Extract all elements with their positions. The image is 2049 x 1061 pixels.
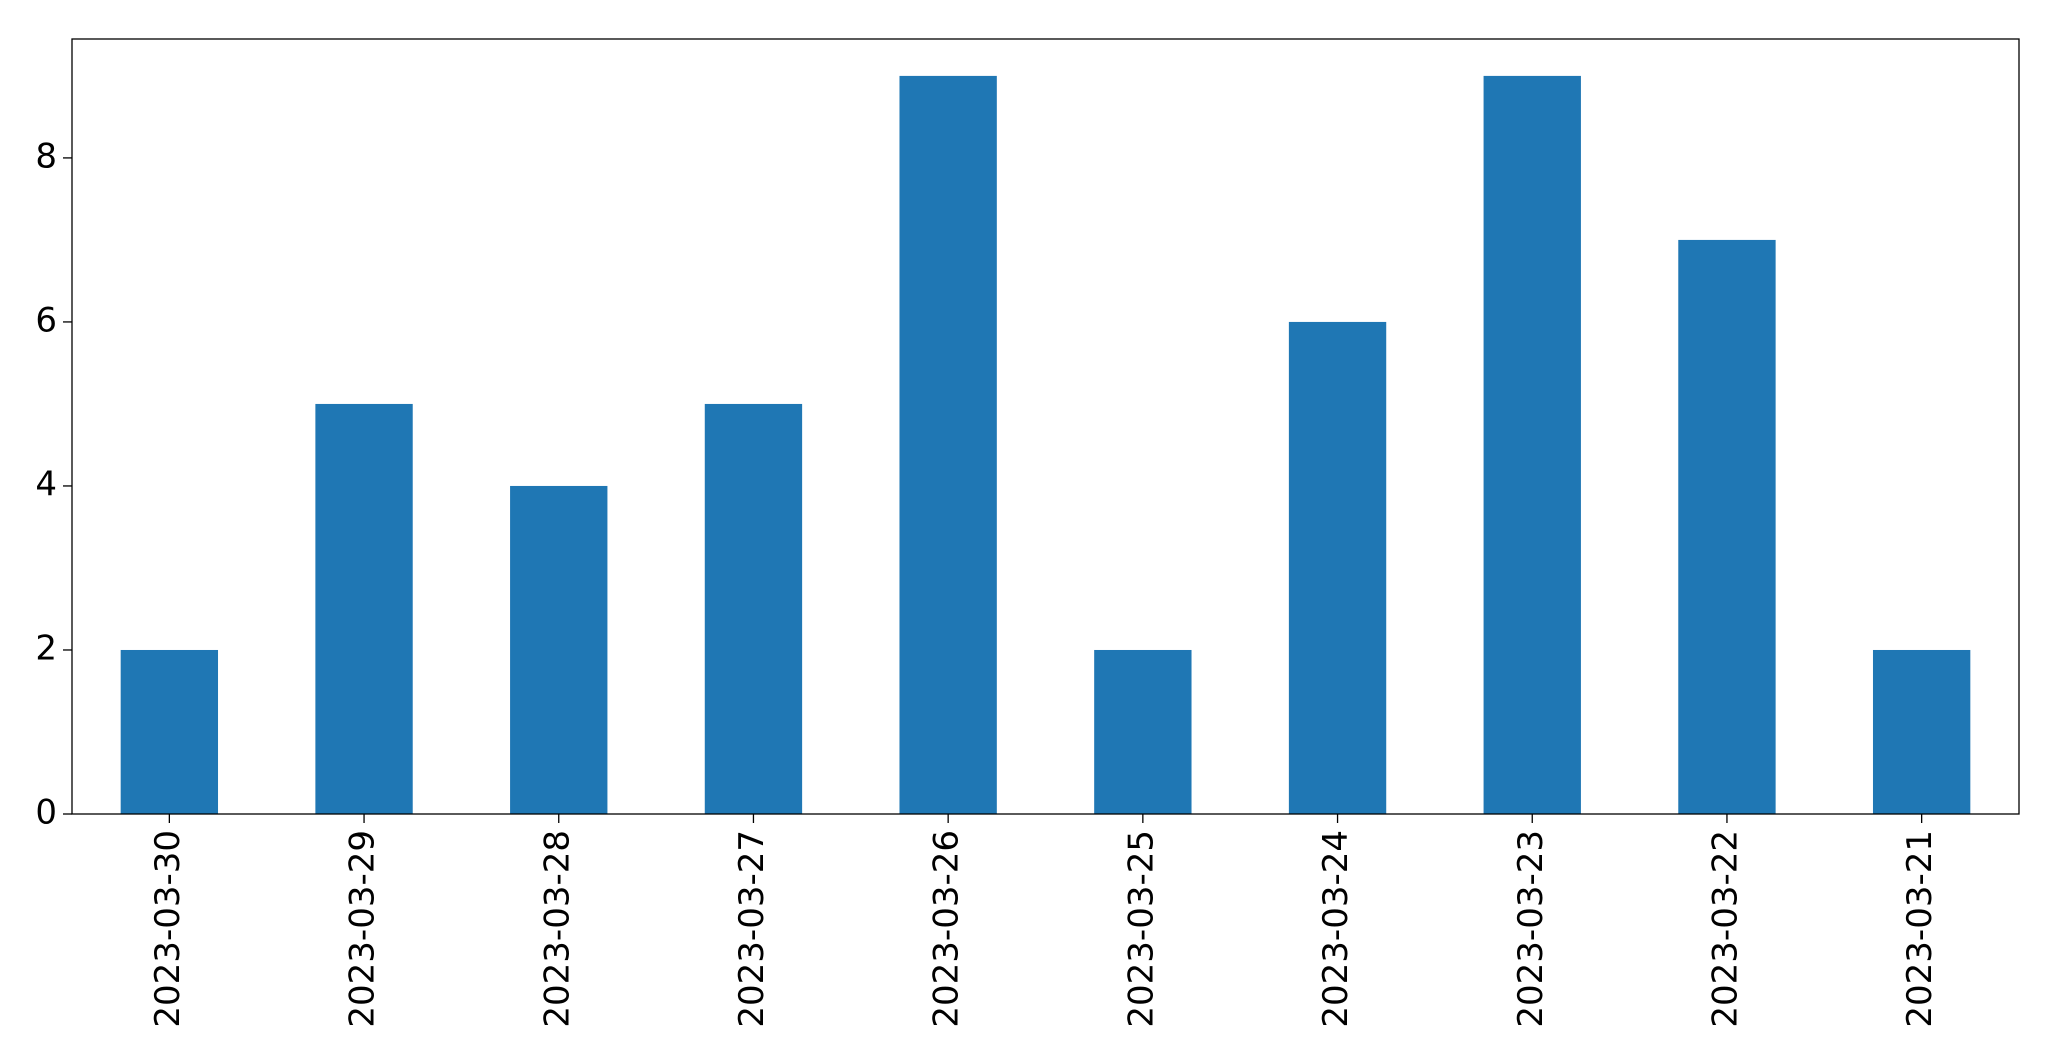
x-tick-label: 2023-03-22 (1705, 830, 1745, 1028)
x-tick-label: 2023-03-27 (732, 830, 772, 1028)
y-tick-label: 6 (35, 300, 57, 340)
bar (315, 403, 413, 814)
x-tick-label: 2023-03-21 (1900, 830, 1940, 1028)
bar (899, 75, 997, 814)
x-tick-label: 2023-03-25 (1121, 830, 1161, 1028)
y-tick-label: 4 (35, 464, 57, 504)
bar (120, 649, 219, 814)
bar (510, 485, 608, 814)
bar (1288, 321, 1387, 814)
bar (704, 403, 803, 814)
x-tick-label: 2023-03-23 (1511, 830, 1551, 1028)
x-tick-label: 2023-03-28 (537, 830, 577, 1028)
x-tick-label: 2023-03-24 (1316, 830, 1356, 1028)
bar (1483, 75, 1581, 814)
x-tick-label: 2023-03-26 (927, 830, 967, 1028)
x-tick-label: 2023-03-29 (343, 830, 383, 1028)
bar (1872, 649, 1971, 814)
y-tick-label: 8 (35, 136, 57, 176)
bar (1094, 649, 1192, 814)
y-tick-label: 2 (35, 628, 57, 668)
plot-frame (71, 38, 2020, 815)
bar (1678, 239, 1776, 815)
x-tick-label: 2023-03-30 (148, 830, 188, 1028)
y-tick-label: 0 (35, 793, 57, 833)
